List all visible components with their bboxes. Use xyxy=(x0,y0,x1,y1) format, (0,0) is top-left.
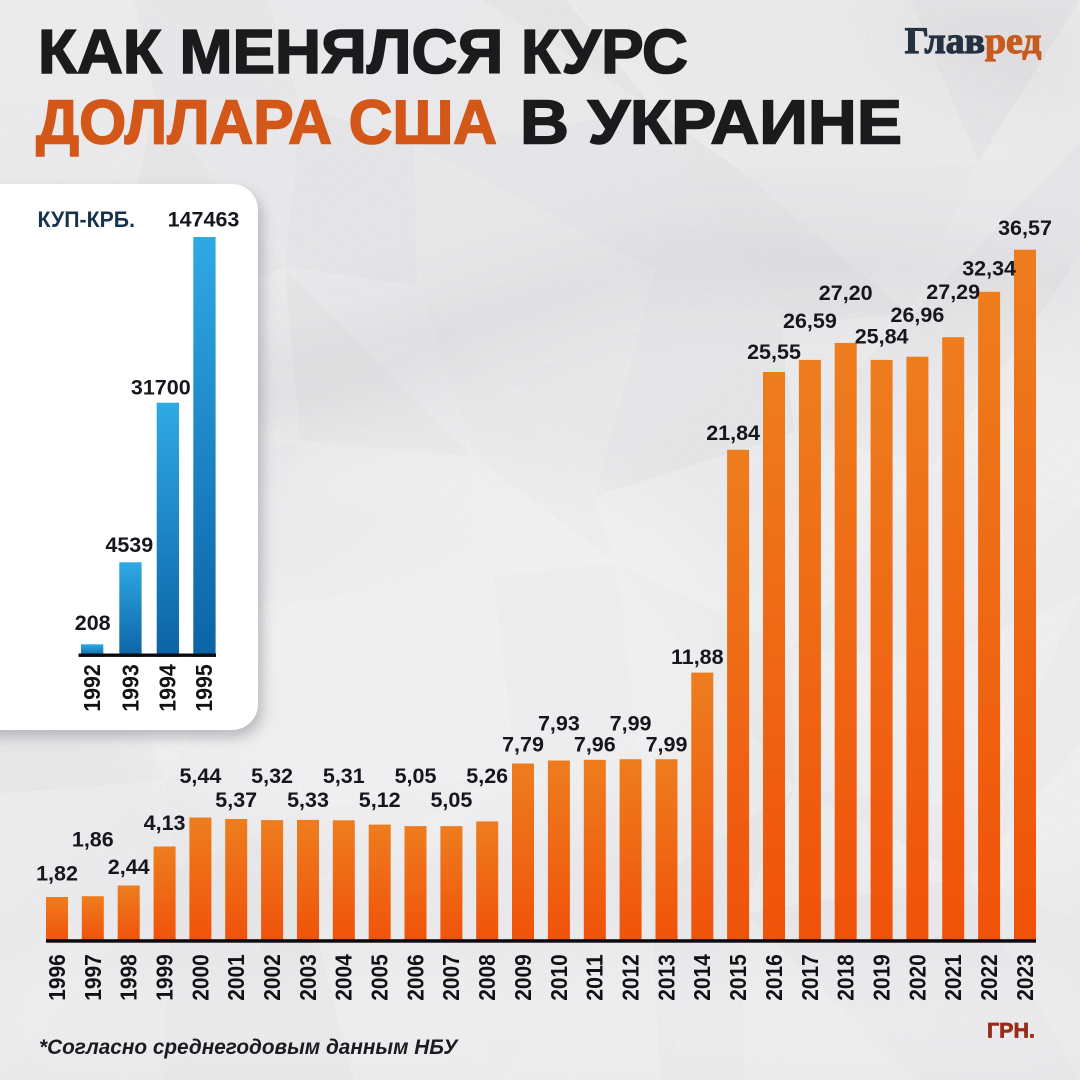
svg-text:2002: 2002 xyxy=(259,954,285,1001)
svg-text:7,96: 7,96 xyxy=(574,732,616,756)
svg-text:147463: 147463 xyxy=(168,207,240,231)
svg-text:В УКРАИНЕ: В УКРАИНЕ xyxy=(520,89,902,158)
svg-text:2012: 2012 xyxy=(618,954,644,1001)
svg-text:1,82: 1,82 xyxy=(36,862,78,886)
svg-text:2020: 2020 xyxy=(904,954,930,1001)
svg-text:7,79: 7,79 xyxy=(502,732,544,756)
svg-text:5,26: 5,26 xyxy=(466,764,508,788)
svg-text:5,12: 5,12 xyxy=(359,788,401,812)
svg-text:1997: 1997 xyxy=(80,954,106,1001)
svg-text:2000: 2000 xyxy=(187,954,213,1001)
svg-text:36,57: 36,57 xyxy=(998,216,1052,240)
svg-text:Главред: Главред xyxy=(905,21,1042,62)
svg-text:5,31: 5,31 xyxy=(323,764,365,788)
svg-text:2013: 2013 xyxy=(653,954,679,1001)
svg-text:2014: 2014 xyxy=(689,954,715,1001)
svg-text:4,13: 4,13 xyxy=(144,811,186,835)
svg-text:2001: 2001 xyxy=(223,954,249,1001)
svg-text:1998: 1998 xyxy=(116,954,142,1001)
svg-text:2016: 2016 xyxy=(761,954,787,1001)
svg-text:2008: 2008 xyxy=(474,954,500,1001)
svg-text:4539: 4539 xyxy=(105,533,153,557)
svg-text:2017: 2017 xyxy=(797,954,823,1001)
svg-text:32,34: 32,34 xyxy=(962,256,1016,280)
svg-text:2023: 2023 xyxy=(1012,954,1038,1001)
svg-text:2009: 2009 xyxy=(510,954,536,1001)
svg-text:208: 208 xyxy=(75,611,111,635)
svg-text:5,33: 5,33 xyxy=(287,788,329,812)
svg-text:2018: 2018 xyxy=(833,954,859,1001)
svg-text:1996: 1996 xyxy=(44,954,70,1001)
svg-text:ДОЛЛАРА США: ДОЛЛАРА США xyxy=(36,89,497,158)
svg-text:7,99: 7,99 xyxy=(610,712,652,736)
svg-text:5,32: 5,32 xyxy=(251,764,293,788)
svg-text:*Согласно среднегодовым данным: *Согласно среднегодовым данным НБУ xyxy=(39,1035,459,1059)
svg-text:5,05: 5,05 xyxy=(395,764,437,788)
svg-text:7,93: 7,93 xyxy=(538,712,580,736)
svg-text:1,86: 1,86 xyxy=(72,828,114,852)
svg-text:7,99: 7,99 xyxy=(646,732,688,756)
svg-text:25,55: 25,55 xyxy=(747,340,801,364)
svg-text:1999: 1999 xyxy=(152,954,178,1001)
svg-text:2004: 2004 xyxy=(331,954,357,1001)
svg-text:5,37: 5,37 xyxy=(215,788,257,812)
svg-text:2011: 2011 xyxy=(582,954,608,1001)
svg-text:1992: 1992 xyxy=(79,664,105,712)
svg-text:2022: 2022 xyxy=(976,954,1002,1001)
svg-text:2019: 2019 xyxy=(869,954,895,1001)
svg-text:1994: 1994 xyxy=(154,664,180,712)
svg-text:2005: 2005 xyxy=(367,954,393,1001)
svg-text:2,44: 2,44 xyxy=(108,855,150,879)
svg-text:26,96: 26,96 xyxy=(890,303,944,327)
svg-text:5,44: 5,44 xyxy=(179,764,221,788)
svg-text:2015: 2015 xyxy=(725,954,751,1001)
svg-text:2021: 2021 xyxy=(940,954,966,1001)
svg-text:1995: 1995 xyxy=(191,664,217,712)
svg-text:31700: 31700 xyxy=(131,375,191,399)
svg-text:1993: 1993 xyxy=(117,664,143,712)
svg-text:11,88: 11,88 xyxy=(671,645,724,669)
svg-text:2003: 2003 xyxy=(295,954,321,1001)
svg-text:ГРН.: ГРН. xyxy=(987,1019,1035,1043)
svg-text:2007: 2007 xyxy=(438,954,464,1001)
svg-text:КУП-КРБ.: КУП-КРБ. xyxy=(38,207,136,232)
svg-text:КАК МЕНЯЛСЯ КУРС: КАК МЕНЯЛСЯ КУРС xyxy=(38,18,688,87)
svg-text:27,29: 27,29 xyxy=(926,280,980,304)
svg-text:2006: 2006 xyxy=(402,954,428,1001)
svg-text:21,84: 21,84 xyxy=(706,421,760,445)
svg-text:27,20: 27,20 xyxy=(819,281,873,305)
svg-text:26,59: 26,59 xyxy=(783,309,837,333)
svg-text:25,84: 25,84 xyxy=(855,325,909,349)
svg-text:5,05: 5,05 xyxy=(430,788,472,812)
svg-text:2010: 2010 xyxy=(546,954,572,1001)
